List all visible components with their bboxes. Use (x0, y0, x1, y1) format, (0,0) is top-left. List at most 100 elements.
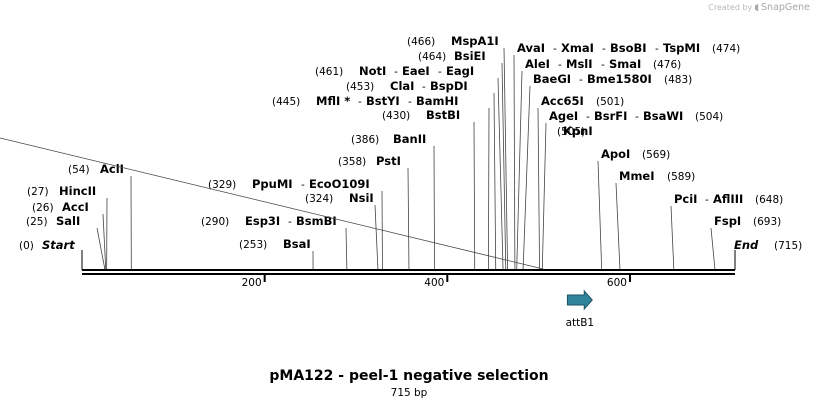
enzyme-name: AflIII (713, 192, 743, 206)
enzyme-name: ClaI (390, 79, 414, 93)
enzyme-name: ApoI (601, 147, 630, 161)
snapgene-credit: Created by ◖ SnapGene (708, 2, 810, 13)
enzyme-site-line (493, 92, 497, 270)
enzyme-position: (27) (27, 186, 49, 198)
enzyme-separator: - (635, 111, 639, 123)
enzyme-position: (329) (208, 179, 236, 191)
enzyme-site-line (670, 205, 675, 270)
enzyme-site-line (541, 122, 547, 270)
enzyme-site-line (0, 137, 544, 270)
enzyme-site-line (96, 227, 106, 270)
enzyme-name: BanII (393, 132, 426, 146)
feature-label: attB1 (566, 317, 595, 329)
ruler-label-200: 200 (242, 277, 262, 289)
enzyme-separator: - (438, 66, 442, 78)
enzyme-name: MspA1I (451, 34, 499, 48)
enzyme-name: XmaI (561, 41, 594, 55)
enzyme-position: (466) (407, 36, 435, 48)
enzyme-position: (54) (68, 164, 90, 176)
enzyme-separator: - (655, 43, 659, 55)
enzyme-site-line (497, 77, 504, 270)
enzyme-site-line (102, 213, 107, 270)
enzyme-position: (453) (346, 81, 374, 93)
enzyme-separator: - (288, 216, 292, 228)
enzyme-name: AgeI (549, 109, 578, 123)
feature-arrow-attB1 (566, 289, 593, 311)
enzyme-site-line (503, 47, 508, 270)
enzyme-name: BaeGI (533, 72, 571, 86)
enzyme-position: (358) (338, 156, 366, 168)
enzyme-name: BamHI (416, 94, 458, 108)
ruler-label-600: 600 (607, 277, 627, 289)
enzyme-name: BsmBI (296, 214, 337, 228)
enzyme-site-line (374, 204, 379, 270)
enzyme-name: AclI (100, 162, 124, 176)
enzyme-name: BsaWI (643, 109, 683, 123)
enzyme-position: (483) (664, 74, 692, 86)
enzyme-position: (26) (32, 202, 54, 214)
enzyme-position: (290) (201, 216, 229, 228)
enzyme-name: AccI (62, 200, 89, 214)
credit-brand: SnapGene (761, 2, 810, 13)
enzyme-name: Acc65I (541, 94, 584, 108)
plasmid-name: pMA122 - peel-1 negative selection (269, 368, 549, 384)
end-label: End (734, 238, 759, 252)
enzyme-name: NsiI (349, 191, 374, 205)
enzyme-position: (504) (695, 111, 723, 123)
enzyme-name: MflI * (316, 94, 350, 108)
enzyme-name: BstBI (426, 108, 460, 122)
enzyme-position: (648) (755, 194, 783, 206)
credit-text: Created by (708, 3, 753, 12)
enzyme-name: SalI (56, 214, 80, 228)
enzyme-site-line (488, 107, 490, 270)
enzyme-name: EagI (446, 64, 474, 78)
enzyme-name: HincII (59, 184, 96, 198)
enzyme-separator: - (602, 43, 606, 55)
enzyme-name: BsrFI (594, 109, 627, 123)
enzyme-site-line (513, 54, 516, 270)
enzyme-name: EcoO109I (309, 177, 370, 191)
enzyme-name: Bme1580I (587, 72, 652, 86)
enzyme-position: (476) (653, 59, 681, 71)
enzyme-site-line (522, 85, 531, 270)
enzyme-position: (569) (642, 149, 670, 161)
enzyme-separator: - (705, 194, 709, 206)
enzyme-site-line (597, 160, 603, 270)
enzyme-separator: - (558, 59, 562, 71)
enzyme-position: (324) (305, 193, 333, 205)
enzyme-position: (464) (418, 51, 446, 63)
enzyme-separator: - (301, 179, 305, 191)
enzyme-position: (474) (712, 43, 740, 55)
enzyme-position: (253) (239, 239, 267, 251)
enzyme-position: (386) (351, 134, 379, 146)
enzyme-position: (505) (557, 126, 585, 138)
enzyme-separator: - (408, 96, 412, 108)
enzyme-separator: - (586, 111, 590, 123)
ruler-label-400: 400 (424, 277, 444, 289)
plasmid-length: 715 bp (390, 387, 428, 399)
enzyme-name: BsaI (283, 237, 311, 251)
enzyme-position: (589) (667, 171, 695, 183)
enzyme-name: MmeI (619, 169, 655, 183)
enzyme-separator: - (358, 96, 362, 108)
enzyme-name: AleI (525, 57, 550, 71)
end-position: (715) (774, 240, 802, 252)
enzyme-name: NotI (359, 64, 386, 78)
enzyme-site-line (710, 227, 716, 270)
enzyme-separator: - (394, 66, 398, 78)
enzyme-position: (693) (753, 216, 781, 228)
enzyme-name: BsiEI (454, 49, 486, 63)
enzyme-name: Esp3I (245, 214, 280, 228)
enzyme-name: BsoBI (610, 41, 647, 55)
enzyme-name: PpuMI (252, 177, 293, 191)
enzyme-site-line (407, 167, 410, 270)
enzyme-name: EaeI (402, 64, 430, 78)
snapgene-logo-icon: ◖ (754, 2, 760, 13)
enzyme-site-line (433, 145, 435, 270)
enzyme-position: (25) (26, 216, 48, 228)
enzyme-separator: - (553, 43, 557, 55)
enzyme-separator: - (422, 81, 426, 93)
enzyme-name: SmaI (609, 57, 641, 71)
enzyme-separator: - (601, 59, 605, 71)
enzyme-site-line (537, 107, 540, 270)
